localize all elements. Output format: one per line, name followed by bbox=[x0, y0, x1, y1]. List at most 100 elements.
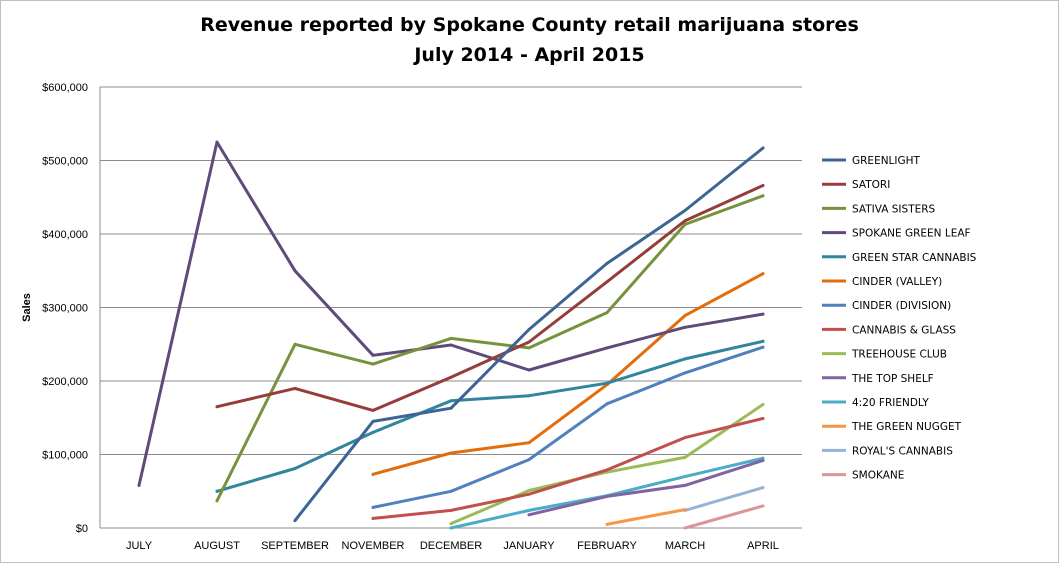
series-line-sativa-sisters bbox=[215, 194, 765, 503]
data-point-4-20-friendly bbox=[761, 456, 765, 460]
data-point-spokane-green-leaf bbox=[761, 312, 765, 316]
series-line-cinder-valley bbox=[371, 272, 765, 476]
data-point-spokane-green-leaf bbox=[605, 346, 609, 350]
y-tick-label: $300,000 bbox=[42, 303, 88, 315]
legend-label-cannabis-glass: CANNABIS & GLASS bbox=[852, 324, 956, 336]
data-point-green-star-cannabis bbox=[215, 489, 219, 493]
data-point-4-20-friendly bbox=[449, 526, 453, 530]
x-tick-label: NOVEMBER bbox=[342, 540, 405, 552]
data-point-green-star-cannabis bbox=[683, 357, 687, 361]
data-point-sativa-sisters bbox=[293, 342, 297, 346]
series-line-satori bbox=[215, 184, 765, 412]
legend-label-treehouse-club: TREEHOUSE CLUB bbox=[851, 349, 947, 361]
y-axis-label: Sales bbox=[21, 293, 33, 322]
data-point-spokane-green-leaf bbox=[293, 269, 297, 273]
data-point-treehouse-club bbox=[449, 522, 453, 526]
data-point-the-green-nugget bbox=[605, 522, 609, 526]
data-point-sativa-sisters bbox=[527, 346, 531, 350]
data-point-4-20-friendly bbox=[527, 508, 531, 512]
data-point-greenlight bbox=[371, 419, 375, 423]
data-point-cinder-valley bbox=[683, 314, 687, 318]
x-tick-label: DECEMBER bbox=[420, 540, 482, 552]
data-point-green-star-cannabis bbox=[605, 381, 609, 385]
data-point-greenlight bbox=[293, 519, 297, 523]
y-tick-label: $200,000 bbox=[42, 376, 88, 388]
data-point-greenlight bbox=[449, 406, 453, 410]
x-tick-label: AUGUST bbox=[194, 540, 240, 552]
data-point-cinder-valley bbox=[371, 472, 375, 476]
data-point-green-star-cannabis bbox=[371, 430, 375, 434]
data-point-royal-s-cannabis bbox=[761, 486, 765, 490]
legend-label-cinder-division: CINDER (DIVISION) bbox=[852, 300, 951, 312]
series-line-royal-s-cannabis bbox=[683, 486, 765, 512]
data-point-cinder-division bbox=[761, 345, 765, 349]
data-point-spokane-green-leaf bbox=[683, 325, 687, 329]
data-point-satori bbox=[371, 408, 375, 412]
data-point-green-star-cannabis bbox=[527, 394, 531, 398]
data-point-smokane bbox=[761, 504, 765, 508]
y-tick-label: $600,000 bbox=[42, 82, 88, 94]
legend-label-smokane: SMOKANE bbox=[852, 470, 904, 482]
x-tick-label: SEPTEMBER bbox=[261, 540, 329, 552]
data-point-spokane-green-leaf bbox=[449, 343, 453, 347]
data-point-treehouse-club bbox=[683, 455, 687, 459]
y-tick-label: $100,000 bbox=[42, 450, 88, 462]
data-point-spokane-green-leaf bbox=[215, 140, 219, 144]
x-tick-label: FEBRUARY bbox=[577, 540, 637, 552]
y-tick-label: $0 bbox=[76, 523, 88, 535]
data-point-sativa-sisters bbox=[605, 311, 609, 315]
x-tick-label: JANUARY bbox=[503, 540, 555, 552]
data-point-cinder-division bbox=[527, 458, 531, 462]
data-point-cinder-valley bbox=[527, 441, 531, 445]
series-line-spokane-green-leaf bbox=[137, 140, 765, 487]
data-point-the-green-nugget bbox=[683, 508, 687, 512]
data-point-satori bbox=[527, 340, 531, 344]
data-point-sativa-sisters bbox=[215, 499, 219, 503]
data-point-satori bbox=[605, 280, 609, 284]
data-point-green-star-cannabis bbox=[761, 339, 765, 343]
data-point-cinder-division bbox=[371, 505, 375, 509]
series-line-smokane bbox=[683, 504, 765, 530]
legend-label-satori: SATORI bbox=[852, 179, 890, 191]
data-point-spokane-green-leaf bbox=[527, 368, 531, 372]
data-point-cannabis-glass bbox=[449, 508, 453, 512]
data-point-cinder-division bbox=[605, 402, 609, 406]
data-point-cinder-valley bbox=[449, 451, 453, 455]
y-tick-label: $400,000 bbox=[42, 229, 88, 241]
series-line-greenlight bbox=[293, 146, 765, 523]
data-point-the-top-shelf bbox=[605, 494, 609, 498]
series-line-treehouse-club bbox=[449, 403, 765, 526]
data-point-spokane-green-leaf bbox=[137, 483, 141, 487]
legend-label-green-star-cannabis: GREEN STAR CANNABIS bbox=[852, 252, 977, 264]
legend-label-greenlight: GREENLIGHT bbox=[852, 155, 921, 167]
legend-label-the-top-shelf: THE TOP SHELF bbox=[851, 373, 934, 385]
data-point-4-20-friendly bbox=[683, 475, 687, 479]
data-point-treehouse-club bbox=[761, 403, 765, 407]
legend-label-4-20-friendly: 4:20 FRIENDLY bbox=[852, 397, 929, 409]
data-point-spokane-green-leaf bbox=[371, 353, 375, 357]
series-line-the-top-shelf bbox=[527, 458, 765, 517]
data-point-smokane bbox=[683, 526, 687, 530]
data-point-cinder-valley bbox=[761, 272, 765, 276]
data-point-sativa-sisters bbox=[449, 336, 453, 340]
data-point-treehouse-club bbox=[527, 489, 531, 493]
data-point-sativa-sisters bbox=[371, 362, 375, 366]
data-point-greenlight bbox=[605, 261, 609, 265]
data-point-satori bbox=[293, 386, 297, 390]
legend-label-sativa-sisters: SATIVA SISTERS bbox=[852, 203, 936, 215]
x-tick-label: JULY bbox=[126, 540, 153, 552]
data-point-greenlight bbox=[683, 208, 687, 212]
data-point-cannabis-glass bbox=[605, 468, 609, 472]
data-point-cannabis-glass bbox=[527, 492, 531, 496]
data-point-cinder-division bbox=[683, 371, 687, 375]
data-point-sativa-sisters bbox=[761, 194, 765, 198]
data-point-cinder-division bbox=[449, 489, 453, 493]
data-point-the-top-shelf bbox=[683, 483, 687, 487]
data-point-green-star-cannabis bbox=[293, 466, 297, 470]
data-point-the-top-shelf bbox=[527, 513, 531, 517]
data-point-satori bbox=[761, 183, 765, 187]
data-point-satori bbox=[449, 375, 453, 379]
data-point-satori bbox=[215, 405, 219, 409]
x-tick-label: APRIL bbox=[747, 540, 779, 552]
